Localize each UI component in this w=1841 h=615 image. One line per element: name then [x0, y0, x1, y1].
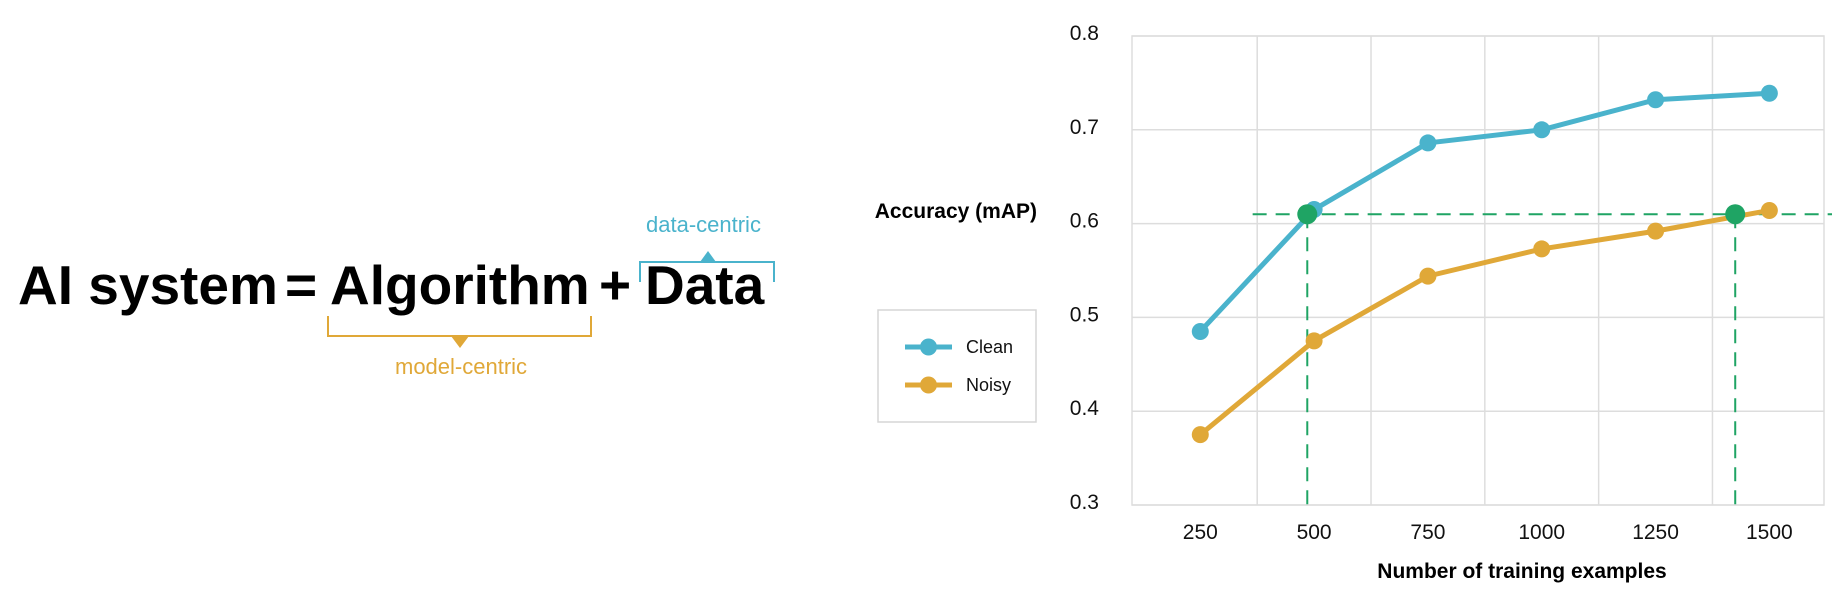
reference-point	[1725, 204, 1746, 225]
brackets	[327, 251, 775, 348]
y-tick-label: 0.6	[1070, 210, 1099, 233]
legend-marker-noisy	[920, 376, 937, 394]
x-tick-label: 750	[1410, 521, 1445, 544]
y-tick-label: 0.7	[1070, 116, 1099, 139]
data-point-noisy	[1760, 201, 1778, 219]
series-line-clean	[1197, 90, 1772, 334]
data-point-clean	[1647, 91, 1665, 109]
data-point-noisy	[1191, 426, 1209, 444]
data-centric-arrow	[700, 251, 716, 262]
ai-system-text: AI system	[18, 254, 278, 316]
x-tick-label: 250	[1183, 521, 1218, 544]
data-point-noisy	[1419, 267, 1437, 285]
y-axis-label: Accuracy (mAP)	[875, 200, 1037, 223]
x-tick-label: 500	[1297, 521, 1332, 544]
y-tick-label: 0.3	[1070, 491, 1099, 514]
algorithm-text: Algorithm	[330, 254, 590, 316]
data-point-clean	[1191, 322, 1209, 340]
equation-panel: AI system = Algorithm + Data model-centr…	[0, 0, 880, 615]
equals-sign: =	[285, 254, 318, 316]
series-line-noisy	[1197, 207, 1772, 438]
reference-points	[1297, 204, 1746, 225]
model-centric-arrow	[451, 336, 469, 348]
data-point-clean	[1419, 134, 1437, 152]
grid	[1131, 35, 1825, 506]
x-tick-label: 1250	[1632, 521, 1679, 544]
data-centric-label: data-centric	[646, 212, 761, 237]
data-point-noisy	[1647, 222, 1665, 240]
legend-label-noisy: Noisy	[966, 375, 1011, 395]
y-tick-label: 0.4	[1070, 397, 1100, 420]
x-tick-label: 1500	[1746, 521, 1793, 544]
model-centric-label: model-centric	[395, 354, 528, 379]
y-tick-label: 0.8	[1070, 22, 1099, 45]
x-tick-label: 1000	[1518, 521, 1565, 544]
data-point-clean	[1533, 121, 1551, 139]
plot-frame	[1131, 35, 1825, 506]
y-tick-label: 0.5	[1070, 303, 1099, 326]
reference-lines	[1252, 213, 1832, 511]
reference-point	[1297, 204, 1318, 225]
data-point-noisy	[1305, 332, 1323, 350]
ticks: 250 500 750 1000 1250 1500 0.3 0.4 0.5 0.6 0.7 0.8	[1070, 22, 1793, 544]
legend-box	[877, 309, 1037, 423]
data-point-noisy	[1533, 240, 1551, 258]
x-axis-label: Number of training examples	[1377, 560, 1666, 583]
data-point-clean	[1760, 84, 1778, 102]
legend-marker-clean	[920, 338, 937, 356]
legend-label-clean: Clean	[966, 337, 1013, 357]
plus-sign: +	[599, 254, 632, 316]
legend: Clean Noisy	[877, 309, 1037, 423]
data-text: Data	[645, 254, 765, 316]
